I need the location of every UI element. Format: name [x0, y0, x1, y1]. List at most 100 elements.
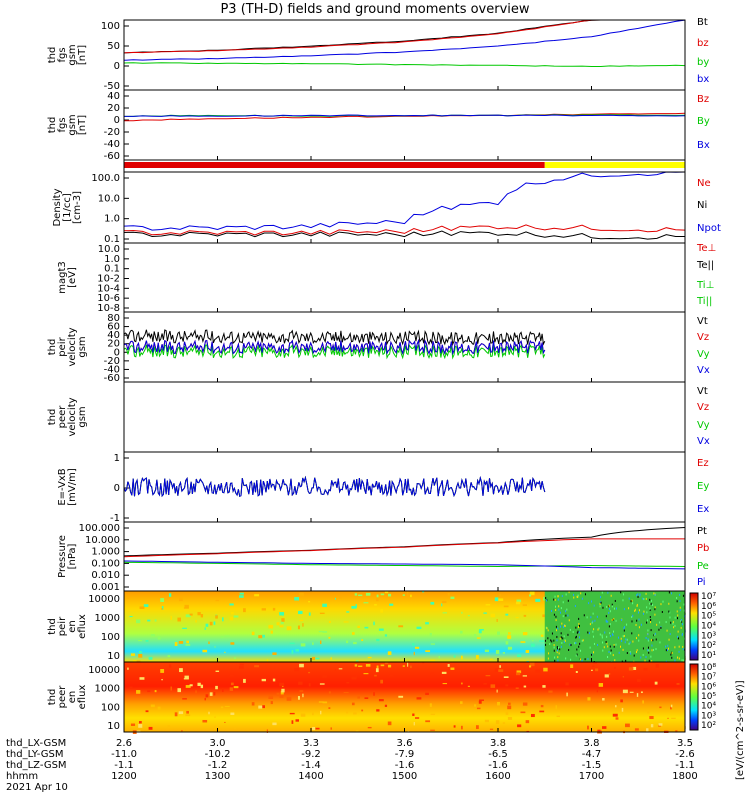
heatmap-cell — [623, 593, 625, 596]
heatmap-cell — [496, 689, 498, 693]
legend-magt3-0: Te⊥ — [696, 243, 716, 254]
colorbar-label: 10⁵ — [701, 692, 716, 702]
heatmap-cell — [355, 729, 359, 732]
heatmap-cell — [505, 684, 509, 687]
heatmap-cell — [587, 657, 589, 660]
colorbar-label: 10⁷ — [701, 592, 716, 602]
heatmap-cell — [631, 620, 633, 623]
heatmap-cell — [625, 659, 627, 662]
heatmap-cell — [646, 619, 648, 622]
heatmap-cell — [626, 638, 628, 641]
ylabel-peer_spec: thdpeereneflux — [47, 685, 88, 710]
heatmap-cell — [346, 682, 350, 684]
heatmap-cell — [353, 712, 357, 715]
heatmap-cell — [251, 702, 255, 706]
heatmap-cell — [642, 653, 644, 656]
heatmap-cell — [160, 598, 165, 603]
axis-row-value: -1.1 — [114, 760, 134, 771]
heatmap-cell — [610, 594, 612, 597]
heatmap-cell — [559, 611, 561, 614]
heatmap-cell — [560, 645, 562, 648]
axis-row-value: 1800 — [672, 771, 697, 782]
heatmap-cell — [556, 715, 561, 718]
heatmap-cell — [579, 658, 581, 661]
heatmap-cell — [214, 646, 216, 648]
heatmap-cell — [276, 622, 280, 626]
heatmap-cell — [213, 621, 216, 625]
legend-peer_velocity-3: Vx — [697, 436, 710, 447]
heatmap-cell — [584, 658, 586, 661]
heatmap-cell — [460, 630, 463, 634]
heatmap-cell — [601, 634, 603, 637]
heatmap-cell — [554, 605, 556, 608]
ytick-efield: -1 — [110, 513, 120, 524]
axis-row-value: -7.9 — [395, 749, 415, 760]
heatmap-cell — [139, 606, 145, 609]
heatmap-cell — [495, 650, 500, 654]
heatmap-cell — [654, 613, 656, 616]
heatmap-cell — [170, 686, 173, 691]
ytick-fgm: -40 — [104, 139, 120, 150]
heatmap-cell — [665, 621, 667, 624]
heatmap-cell — [215, 599, 220, 602]
heatmap-cell — [631, 726, 634, 730]
heatmap-cell — [609, 610, 611, 613]
heatmap-cell — [597, 628, 599, 631]
heatmap-cell — [373, 692, 375, 696]
heatmap-cell — [602, 641, 604, 644]
heatmap-cell — [574, 642, 576, 645]
ylabel-line: thd — [47, 618, 58, 635]
heatmap-cell — [561, 641, 563, 644]
colorbar-label: 10² — [701, 641, 716, 651]
heatmap-cell — [522, 632, 528, 636]
heatmap-cell — [200, 614, 204, 618]
heatmap-cell — [558, 605, 560, 608]
heatmap-cell — [224, 651, 226, 653]
heatmap-cell — [624, 641, 626, 644]
heatmap-cell — [529, 662, 535, 667]
heatmap-cell — [667, 644, 669, 647]
heatmap-cell — [254, 594, 260, 597]
heatmap-cell — [636, 649, 638, 652]
heatmap-cell — [525, 650, 530, 653]
heatmap-cell — [675, 730, 678, 733]
heatmap-cell — [312, 656, 316, 661]
heatmap-cell — [603, 646, 605, 649]
heatmap-cell — [525, 720, 530, 724]
heatmap-cell — [308, 671, 311, 674]
heatmap-cell — [562, 601, 564, 604]
heatmap-cell — [358, 665, 363, 667]
heatmap-cell — [660, 603, 662, 606]
heatmap-cell — [568, 648, 570, 651]
heatmap-cell — [258, 635, 263, 639]
heatmap-cell — [637, 595, 639, 598]
ytick-fgm: -20 — [104, 127, 120, 138]
legend-magt3-1: Te|| — [696, 260, 714, 271]
ytick-magt3: 10.0 — [98, 244, 120, 255]
heatmap-cell — [674, 616, 676, 619]
heatmap-cell — [168, 664, 172, 668]
heatmap-cell — [614, 666, 616, 669]
colorbar-label: 10³ — [701, 711, 716, 721]
ytick-efield: 1 — [114, 453, 120, 464]
heatmap-cell — [376, 709, 380, 712]
heatmap-cell — [654, 632, 656, 635]
heatmap-cell — [261, 608, 266, 611]
heatmap-cell — [646, 621, 648, 624]
heatmap-cell — [387, 651, 392, 656]
heatmap-cell — [629, 641, 631, 644]
ytick-peer_spec: 100 — [101, 702, 120, 713]
axis-row-label: hhmm — [6, 771, 38, 782]
heatmap-cell — [429, 632, 432, 637]
heatmap-cell — [186, 710, 189, 714]
heatmap-cell — [591, 669, 593, 671]
heatmap-cell — [157, 636, 161, 640]
heatmap-cell — [573, 593, 575, 596]
heatmap-cell — [577, 594, 579, 597]
heatmap-cell — [545, 596, 547, 599]
heatmap-cell — [630, 652, 632, 655]
heatmap-cell — [374, 674, 377, 677]
heatmap-cell — [683, 609, 685, 612]
heatmap-cell — [233, 686, 239, 689]
